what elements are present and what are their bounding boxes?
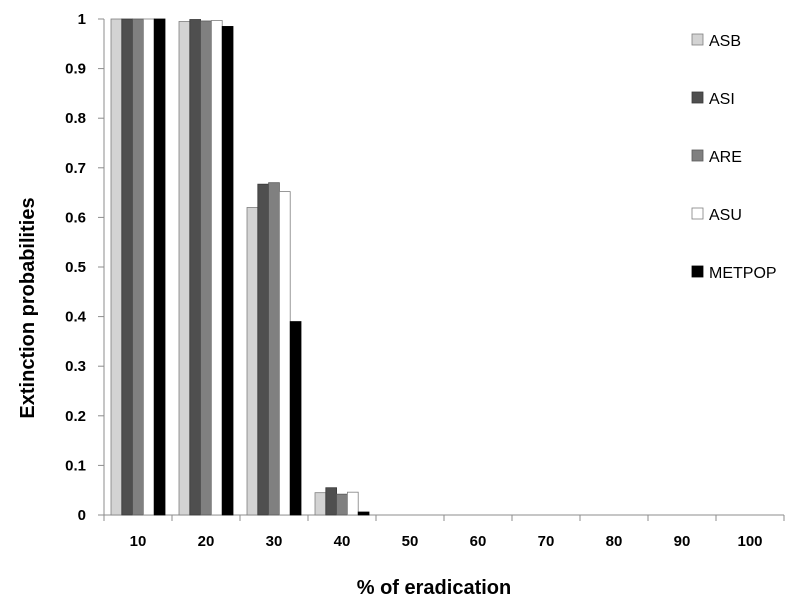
y-tick-label: 0.1 [65, 457, 86, 474]
bar-asu [142, 18, 155, 516]
legend-swatch-asi [691, 91, 704, 104]
bar-asu [346, 491, 359, 516]
bar-asu [210, 20, 223, 516]
bar-asi [121, 18, 134, 516]
x-tick-label: 30 [266, 533, 283, 550]
legend-swatch-metpop [691, 265, 704, 278]
chart-legend: ASB ASI ARE ASU METPOP [691, 33, 777, 282]
y-axis-title: Extinction probabilities [17, 197, 39, 418]
bar-asb [178, 21, 191, 516]
bar-metpop [221, 26, 234, 516]
y-tick-label: 0.3 [65, 358, 86, 375]
x-tick-label: 80 [606, 533, 623, 550]
bar-metpop [357, 511, 370, 516]
bar-asu [278, 191, 291, 516]
bar-asb [110, 18, 123, 516]
x-tick-label: 20 [198, 533, 215, 550]
x-tick-label: 50 [402, 533, 419, 550]
y-tick-label: 0.9 [65, 61, 86, 78]
bar-are [132, 18, 144, 516]
bar-asb [246, 207, 259, 516]
y-tick-label: 0 [78, 507, 86, 524]
bar-asi [189, 19, 202, 516]
x-tick-label: 40 [334, 533, 351, 550]
y-tick-label: 0.2 [65, 408, 86, 425]
y-tick-label: 0.5 [65, 259, 86, 276]
legend-label-asb: ASB [709, 33, 741, 50]
legend-label-asu: ASU [709, 207, 742, 224]
legend-label-are: ARE [709, 149, 742, 166]
bar-asi [325, 487, 337, 516]
legend-label-metpop: METPOP [709, 265, 777, 282]
bar-asb [314, 492, 327, 516]
x-tick-label: 90 [674, 533, 691, 550]
chart-bars [110, 18, 370, 516]
bar-metpop [289, 321, 302, 516]
bar-are [268, 182, 280, 516]
y-tick-label: 1 [78, 11, 86, 28]
x-axis-title: % of eradication [357, 577, 511, 599]
bar-are [200, 20, 212, 516]
y-tick-label: 0.7 [65, 160, 86, 177]
legend-label-asi: ASI [709, 91, 735, 108]
legend-swatch-are [691, 149, 704, 162]
x-axis-ticks: 10 20 30 40 50 60 70 80 90 100 [103, 515, 785, 550]
legend-swatch-asb [691, 33, 704, 46]
x-tick-label: 10 [130, 533, 147, 550]
bar-are [336, 493, 348, 516]
x-tick-label: 60 [470, 533, 487, 550]
y-tick-label: 0.4 [65, 309, 87, 326]
y-tick-label: 0.8 [65, 110, 86, 127]
bar-asi [257, 183, 269, 516]
bar-metpop [153, 18, 166, 516]
x-tick-label: 100 [737, 533, 762, 550]
legend-swatch-asu [691, 207, 704, 220]
y-tick-label: 0.6 [65, 209, 86, 226]
y-axis-ticks: 0 0.1 0.2 0.3 0.4 0.5 0.6 0.7 0.8 0.9 1 [65, 11, 104, 524]
x-tick-label: 70 [538, 533, 555, 550]
